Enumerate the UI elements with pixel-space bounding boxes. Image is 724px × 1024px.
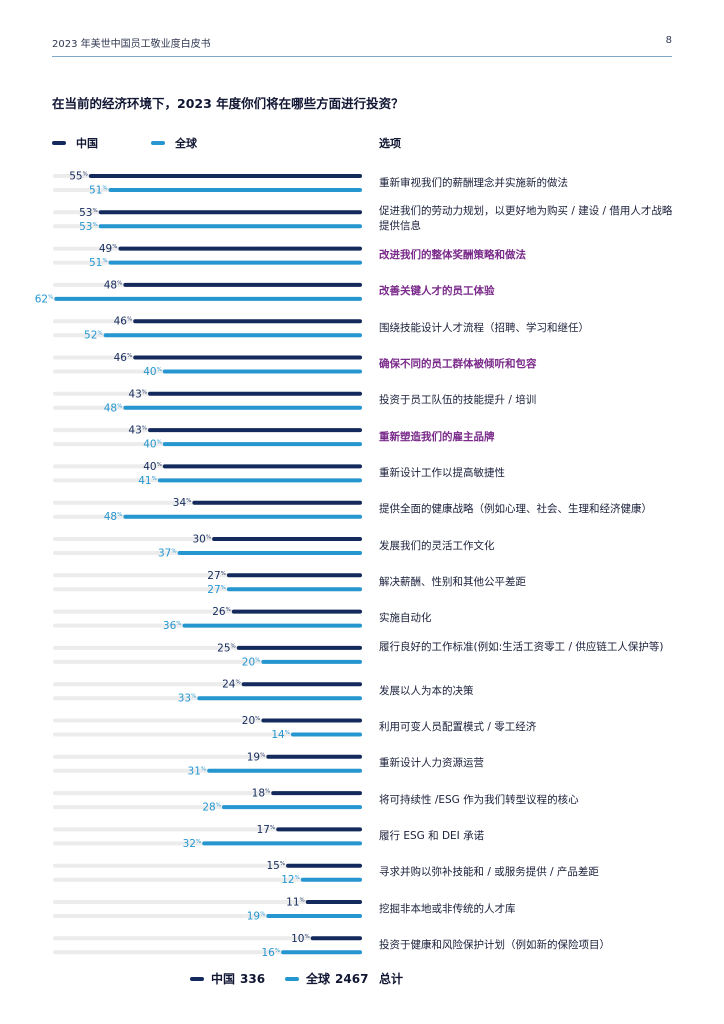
footer-legend-global: 全球 2467: [285, 970, 368, 987]
bar-global-18-label: 28%: [202, 802, 221, 814]
bar-global-5-label: 52%: [84, 330, 103, 342]
legend-global-swatch: [151, 141, 165, 145]
bar-chart: 55%51%53%53%49%51%48%62%46%52%46%40%43%4…: [35, 171, 362, 959]
bar-china-9-label: 40%: [143, 461, 162, 473]
option-label-17: 重新设计人力资源运营: [379, 757, 484, 770]
bar-china-10-label: 34%: [173, 497, 192, 509]
option-label-5: 围绕技能设计人才流程（招聘、学习和继任）: [379, 321, 589, 334]
option-label-8: 重新塑造我们的雇主品牌: [379, 430, 495, 443]
option-label-4: 改善关键人才的员工体验: [379, 285, 495, 298]
option-label-2: 促进我们的劳动力规划，以更好地为购买 / 建设 / 借用人才战略提供信息: [379, 205, 673, 233]
bar-global-22-label: 16%: [262, 947, 281, 959]
bar-global-13-label: 36%: [163, 620, 182, 632]
bar-china-21-label: 11%: [286, 897, 305, 909]
bar-global-15-label: 33%: [178, 693, 197, 705]
option-label-3: 改进我们的整体奖酬策略和做法: [379, 249, 526, 262]
bar-china-5-label: 46%: [114, 316, 133, 328]
option-label-16: 利用可变人员配置模式 / 零工经济: [379, 721, 537, 733]
option-label-21: 挖掘非本地或非传统的人才库: [379, 902, 516, 915]
bar-china-3-label: 49%: [99, 243, 118, 255]
bar-global-11-label: 37%: [158, 548, 177, 560]
bar-global-3-label: 51%: [89, 257, 108, 269]
legend-global: 全球: [151, 135, 197, 151]
bar-global-14-label: 20%: [242, 656, 261, 668]
page-number: 8: [665, 35, 672, 46]
bar-china-1-label: 55%: [69, 171, 88, 183]
bar-china-4-label: 48%: [104, 279, 123, 291]
option-label-20: 寻求并购以弥补技能和 / 或服务提供 / 产品差距: [379, 866, 599, 879]
bar-china-15-label: 24%: [222, 679, 241, 691]
header-divider: [52, 56, 672, 57]
bar-china-11-label: 30%: [192, 534, 211, 546]
bar-global-10-label: 48%: [104, 511, 123, 523]
bar-china-7-label: 43%: [128, 388, 147, 400]
bar-china-6-label: 46%: [114, 352, 133, 364]
bar-global-20-label: 12%: [281, 874, 300, 886]
options-column-header: 选项: [379, 137, 401, 150]
option-label-9: 重新设计工作以提高敏捷性: [379, 466, 505, 479]
bar-global-17-label: 31%: [188, 765, 207, 777]
bar-global-16-label: 14%: [271, 729, 290, 741]
bar-china-13-label: 26%: [212, 606, 231, 618]
bar-china-20-label: 15%: [266, 860, 285, 872]
option-label-18: 将可持续性 /ESG 作为我们转型议程的核心: [379, 793, 579, 806]
option-label-15: 发展以人为本的决策: [379, 684, 474, 697]
bar-china-8-label: 43%: [128, 425, 147, 437]
footer-global-swatch: [285, 976, 299, 981]
footer-global-label: 全球: [306, 972, 331, 986]
footer-legend-china: 中国 336: [190, 970, 265, 987]
bar-global-8-label: 40%: [143, 439, 162, 451]
option-label-11: 发展我们的灵活工作文化: [379, 539, 495, 552]
option-label-12: 解决薪酬、性别和其他公平差距: [379, 575, 526, 588]
footer-china-label: 中国: [211, 972, 236, 986]
legend-global-label: 全球: [175, 137, 197, 150]
bar-global-4-label: 62%: [35, 293, 54, 305]
legend-china: 中国: [52, 135, 98, 151]
chart-title: 在当前的经济环境下，2023 年度你们将在哪些方面进行投资？: [52, 96, 404, 111]
footer-china-total: 336: [240, 971, 266, 986]
bar-china-2-label: 53%: [79, 207, 98, 219]
option-label-14: 履行良好的工作标准(例如:生活工资零工 / 供应链工人保护等): [379, 640, 664, 653]
bar-global-1-label: 51%: [89, 185, 108, 197]
bar-china-19-label: 17%: [257, 824, 276, 836]
option-label-1: 重新审视我们的薪酬理念并实施新的做法: [379, 176, 568, 189]
bar-china-14-label: 25%: [217, 642, 236, 654]
bar-global-21-label: 19%: [247, 911, 266, 923]
option-label-10: 提供全面的健康战略（例如心理、社会、生理和经济健康）: [379, 503, 652, 516]
bar-global-2-label: 53%: [79, 221, 98, 233]
bar-global-9-label: 41%: [138, 475, 157, 487]
option-label-13: 实施自动化: [379, 612, 432, 625]
bar-global-7-label: 48%: [104, 402, 123, 414]
option-label-22: 投资于健康和风险保护计划（例如新的保险项目）: [379, 938, 610, 951]
bar-global-6-label: 40%: [143, 366, 162, 378]
footer-global-total: 2467: [335, 971, 369, 986]
bar-china-16-label: 20%: [242, 715, 261, 727]
bar-china-17-label: 19%: [247, 751, 266, 763]
header-doc-title: 2023 年美世中国员工敬业度白皮书: [52, 39, 211, 50]
legend-china-swatch: [52, 141, 66, 145]
bar-china-12-label: 27%: [207, 570, 226, 582]
bar-global-19-label: 32%: [183, 838, 202, 850]
footer-china-swatch: [190, 976, 204, 981]
bar-global-12-label: 27%: [207, 584, 226, 596]
option-label-7: 投资于员工队伍的技能提升 / 培训: [379, 394, 537, 407]
bar-china-22-label: 10%: [291, 933, 310, 945]
legend-china-label: 中国: [76, 137, 98, 150]
option-label-19: 履行 ESG 和 DEI 承诺: [379, 829, 485, 842]
option-label-6: 确保不同的员工群体被倾听和包容: [379, 358, 537, 370]
footer-total-label: 总计: [379, 972, 404, 986]
bar-china-18-label: 18%: [252, 788, 271, 800]
